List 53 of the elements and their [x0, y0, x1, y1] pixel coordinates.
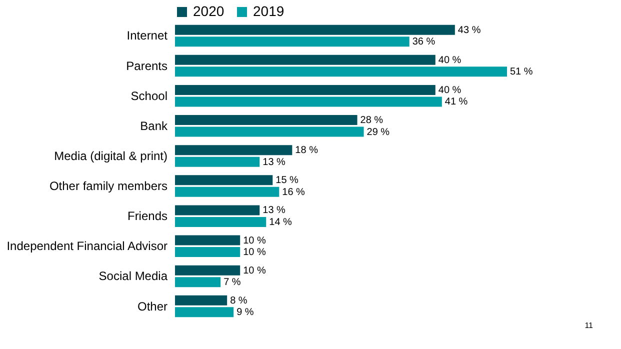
- data-label: 18 %: [295, 145, 318, 156]
- bar: [175, 156, 260, 167]
- data-label: 8 %: [230, 295, 248, 306]
- bar: [175, 247, 240, 258]
- data-label: 28 %: [360, 115, 384, 126]
- text: 11: [584, 321, 594, 330]
- data-label: 51 %: [510, 66, 533, 78]
- bar: [175, 175, 273, 186]
- bar: [175, 66, 507, 77]
- bar: [175, 205, 260, 216]
- data-label: 10 %: [243, 247, 266, 258]
- data-label: 16 %: [282, 186, 306, 198]
- data-label: 10 %: [243, 265, 266, 276]
- y-tick-label: Friends: [127, 209, 168, 224]
- y-tick-label: Social Media: [98, 269, 168, 284]
- legend-label: 2020: [193, 3, 224, 19]
- data-label: 13 %: [262, 156, 286, 168]
- bar: [175, 115, 358, 126]
- data-label: 36 %: [412, 36, 436, 48]
- y-tick-label: Other: [137, 299, 168, 314]
- y-tick-label: Parents: [126, 58, 168, 73]
- data-label: 14 %: [269, 216, 292, 228]
- bar: [175, 235, 240, 246]
- bar: [175, 36, 410, 47]
- data-label: 29 %: [366, 126, 390, 138]
- y-tick-label: Media (digital & print): [54, 148, 168, 163]
- bar: [175, 84, 436, 95]
- bar: [175, 96, 442, 107]
- bar: [175, 126, 364, 137]
- data-label: 43 %: [458, 24, 481, 36]
- data-label: 15 %: [276, 175, 299, 186]
- bar: [175, 216, 266, 227]
- data-label: 7 %: [224, 277, 241, 288]
- bar: [175, 277, 221, 288]
- bar: [175, 145, 292, 156]
- y-tick-label: Independent Financial Advisor: [6, 239, 168, 254]
- data-label: 41 %: [444, 96, 468, 108]
- bar: [175, 186, 280, 197]
- bar: [175, 24, 455, 35]
- data-label: 13 %: [262, 205, 286, 216]
- bar: [175, 265, 240, 276]
- bar: [175, 307, 234, 318]
- bar: [175, 54, 436, 65]
- legend-label: 2019: [253, 3, 284, 19]
- data-label: 9 %: [236, 307, 254, 318]
- data-label: 10 %: [243, 235, 266, 246]
- bar: [175, 295, 228, 306]
- y-tick-label: Bank: [140, 118, 168, 133]
- y-tick-label: Internet: [126, 28, 168, 43]
- data-label: 40 %: [438, 84, 462, 96]
- y-tick-label: Other family members: [49, 179, 168, 194]
- y-tick-label: School: [130, 88, 168, 103]
- data-label: 40 %: [438, 54, 462, 66]
